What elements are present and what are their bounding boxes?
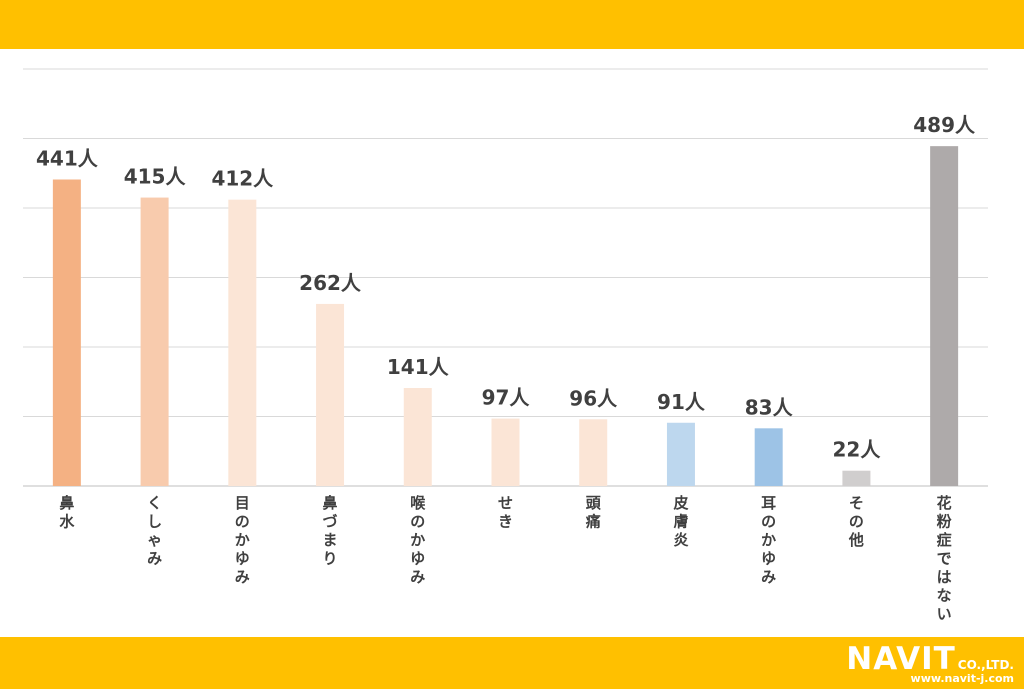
bar-3 — [228, 199, 257, 486]
category-label: その他 — [848, 494, 864, 549]
data-label: 97人 — [482, 386, 531, 410]
category-label: 鼻づまり — [323, 494, 338, 568]
bar-9 — [754, 428, 783, 486]
logo-brand: NAVIT — [846, 641, 956, 677]
category-label: 鼻水 — [59, 494, 75, 531]
data-label: 262人 — [299, 271, 362, 295]
grid-lines — [23, 68, 988, 487]
bar-11 — [930, 146, 959, 486]
bar-4 — [316, 303, 345, 486]
bar-6 — [491, 418, 520, 486]
category-label: 頭痛 — [585, 494, 602, 531]
logo-url: www.navit-j.com — [910, 672, 1014, 685]
bar-7 — [579, 419, 608, 486]
data-labels: 441人 415人 412人 262人 141人 97人 96人 91人 83人 22人 489人 — [36, 113, 976, 462]
category-label: 皮膚炎 — [673, 494, 688, 549]
data-label: 415人 — [124, 165, 187, 189]
category-labels: 鼻水 くしゃみ 目のかゆみ 鼻づまり 喉のかゆみ せき 頭痛 皮膚炎 耳のかゆみ その他 花粉症では… — [59, 494, 951, 623]
bar-1 — [52, 179, 81, 486]
data-label: 141人 — [387, 355, 450, 379]
data-label: 96人 — [569, 386, 618, 410]
navit-logo: NAVIT CO.,LTD. www.navit-j.com — [824, 641, 1014, 685]
category-label: 花粉症ではない — [937, 494, 952, 623]
bottom-banner — [0, 637, 1024, 689]
data-label: 22人 — [832, 438, 881, 462]
category-label: 喉のかゆみ — [410, 494, 426, 586]
bar-2 — [140, 197, 169, 486]
bar-10 — [842, 470, 871, 486]
top-banner — [0, 0, 1024, 49]
bar-5 — [403, 388, 432, 486]
category-label: 耳のかゆみ — [761, 494, 776, 586]
category-label: くしゃみ — [147, 494, 162, 568]
data-label: 91人 — [657, 390, 706, 414]
category-label: せき — [498, 494, 513, 531]
logo-wordmark: NAVIT CO.,LTD. — [846, 641, 1014, 677]
category-label: 目のかゆみ — [235, 494, 250, 586]
data-label: 83人 — [745, 395, 794, 419]
bar-8 — [666, 422, 695, 486]
data-label: 441人 — [36, 147, 99, 171]
bars — [52, 146, 959, 486]
data-label: 412人 — [211, 167, 274, 191]
logo-suffix: CO.,LTD. — [957, 658, 1014, 672]
data-label: 489人 — [913, 113, 976, 137]
